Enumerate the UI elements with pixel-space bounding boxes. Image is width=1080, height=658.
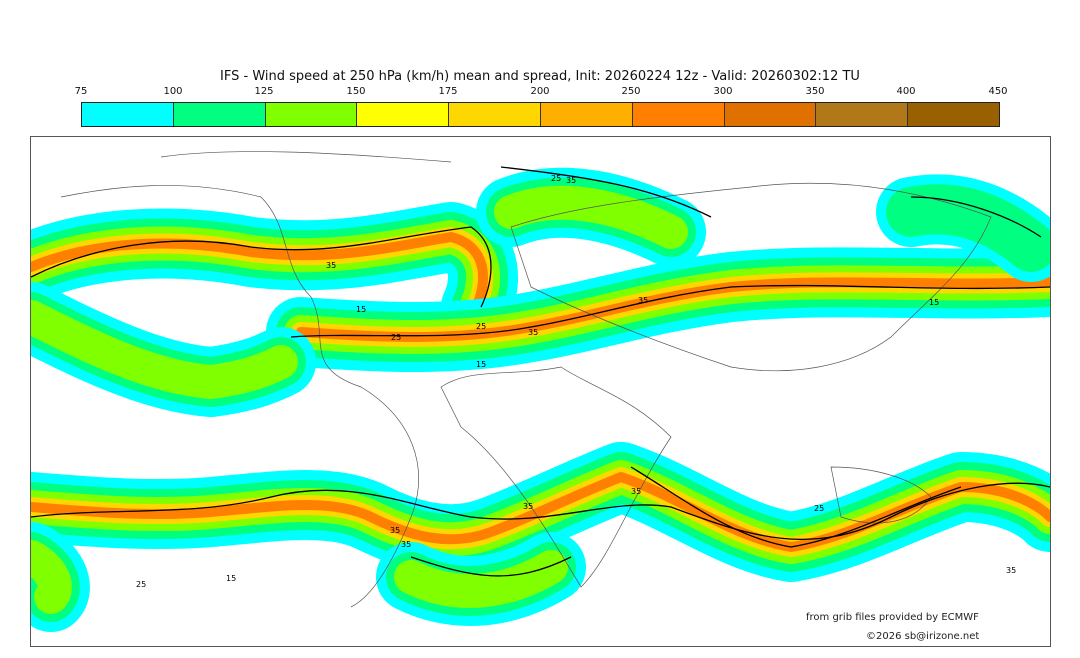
legend-swatch [632,103,725,126]
legend-swatch [908,103,999,126]
contour-label: 35 [566,176,576,185]
legend-swatch [265,103,358,126]
wind-speed-band [494,185,688,249]
contours [31,166,1050,577]
contour-label: 25 [814,504,824,513]
contour-label: 25 [136,580,146,589]
wind-speed-band [886,184,1050,272]
contour-label: 35 [523,502,533,511]
legend-tick: 175 [438,86,458,97]
legend-tick: 150 [346,86,366,97]
legend-tick: 300 [713,86,733,97]
legend-swatch [816,103,909,126]
legend-swatch [173,103,266,126]
contour-label: 15 [226,574,236,583]
color-legend [81,102,1000,127]
contour-labels: 35 35 25 15 25 35 25 15 35 15 25 35 35 3… [136,174,1016,589]
contour-label: 15 [476,360,486,369]
legend-tick: 250 [621,86,641,97]
contour-label: 15 [929,298,939,307]
contour-label: 35 [1006,566,1016,575]
chart-title: IFS - Wind speed at 250 hPa (km/h) mean … [220,69,860,84]
copyright: ©2026 sb@irizone.net [866,631,980,642]
wind-speed-band [394,550,568,608]
contour-label: 35 [390,526,400,535]
contour-label: 35 [528,328,538,337]
legend-tick: 400 [896,86,916,97]
legend-swatch [449,103,541,126]
data-credit: from grib files provided by ECMWF [806,612,979,623]
wind-speed-band [31,540,72,614]
contour-label: 15 [356,305,366,314]
legend-swatch [724,103,817,126]
legend-tick: 75 [74,86,88,97]
legend-swatch [540,103,633,126]
contour-label: 25 [476,322,486,331]
coastlines [60,151,992,608]
legend-tick: 350 [805,86,825,97]
legend-tick: 100 [163,86,183,97]
contour-label: 35 [638,296,648,305]
contour-label: 25 [391,333,401,342]
legend-tick: 125 [254,86,274,97]
wind-speed-band [31,300,298,399]
world-map: 35 35 25 15 25 35 25 15 35 15 25 35 35 3… [30,136,1051,647]
legend-tick: 200 [530,86,550,97]
contour-label: 35 [326,261,336,270]
contour-label: 35 [631,487,641,496]
legend-tick: 450 [988,86,1008,97]
contour-label: 35 [401,540,411,549]
wind-speed-band [31,232,489,312]
legend-swatch [82,103,174,126]
legend-swatch [357,103,450,126]
contour-label: 25 [551,174,561,183]
